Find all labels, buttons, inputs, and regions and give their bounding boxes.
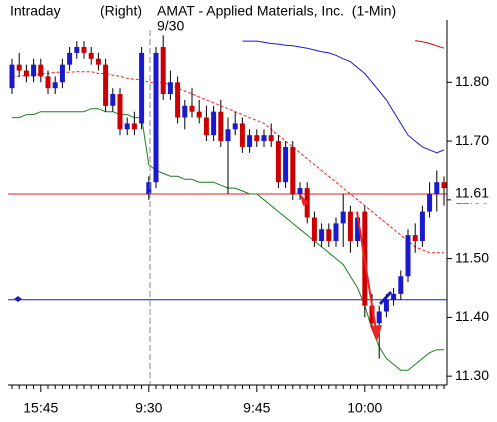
candle-body [38,64,44,77]
candle-body [88,52,94,59]
candle-body [268,135,274,142]
candle-body [189,105,195,112]
candle-body [391,293,397,300]
chart-subtitle: 9/30 [157,18,184,34]
candle-body [383,299,389,312]
candle-body [31,64,37,77]
candle-body [275,141,281,183]
red-arrow [356,211,377,331]
candle-body [124,123,130,130]
candle-body [23,70,29,77]
candle-body [441,182,447,189]
candle-body [196,111,202,118]
candle-body [297,188,303,194]
chart-title: AMAT - Applied Materials, Inc. (1-Min) [157,3,396,19]
candle-body [419,211,425,241]
candle-body [340,211,346,224]
candle-body [153,52,159,183]
corner-label: (Right) [100,3,142,19]
candle-body [117,94,123,130]
x-tick-label: 15:45 [23,400,58,416]
price-label: 11.61 [455,185,489,201]
blue-arrow [378,290,393,306]
candle-body [347,211,353,241]
candle-body [45,76,51,89]
candle-body [434,182,440,194]
x-tick-label: 9:45 [243,400,270,416]
candle-body [81,47,87,53]
candle-body [167,82,173,95]
candle-body [146,182,152,194]
candle-body [110,94,116,106]
indicator-line [12,71,444,254]
y-tick-label: 11.70 [455,132,489,148]
candle-body [95,58,101,65]
candle-body [211,111,217,136]
candle-body [333,223,339,241]
candle-body [326,229,332,241]
candle-body [311,217,317,241]
y-tick-label: 11.80 [455,73,489,89]
candle-body [398,276,404,294]
candle-body [131,123,137,130]
red-marker [300,194,309,206]
x-tick-label: 9:30 [135,400,162,416]
candle-body [247,135,253,147]
candle-body [369,305,375,324]
candle-body [160,47,166,95]
candle-body [283,146,289,183]
candle-body [239,123,245,147]
candle-body [232,123,238,130]
candle-body [16,64,22,71]
candle-body [405,235,411,277]
candle-body [254,135,260,142]
x-tick-label: 10:00 [347,400,382,416]
y-tick-label: 11.40 [455,308,489,324]
candle-body [67,52,73,65]
candle-body [139,52,145,124]
candle-body [52,82,58,89]
candle-body [103,64,109,106]
candle-body [427,193,433,212]
candle-body [319,229,325,241]
plot-area [8,35,447,371]
y-tick-label: 11.50 [455,249,489,265]
blue-marker [14,296,22,302]
indicator-line [415,40,445,49]
corner-label: Intraday [10,3,61,19]
candle-body [203,117,209,136]
candle-body [9,64,15,89]
red-arrowhead [370,325,382,341]
y-tick-label: 11.30 [455,367,489,383]
candle-body [412,235,418,241]
candle-body [74,47,80,53]
candle-body [175,82,181,118]
candle-body [59,64,65,83]
indicator-line [242,40,445,154]
candle-body [355,217,361,241]
candle-body [182,105,188,118]
candle-body [218,111,224,142]
candle-body [225,129,231,142]
candle-body [290,146,296,194]
candle-body [261,135,267,142]
candle-body [376,311,382,324]
price-label-bg [451,184,495,203]
